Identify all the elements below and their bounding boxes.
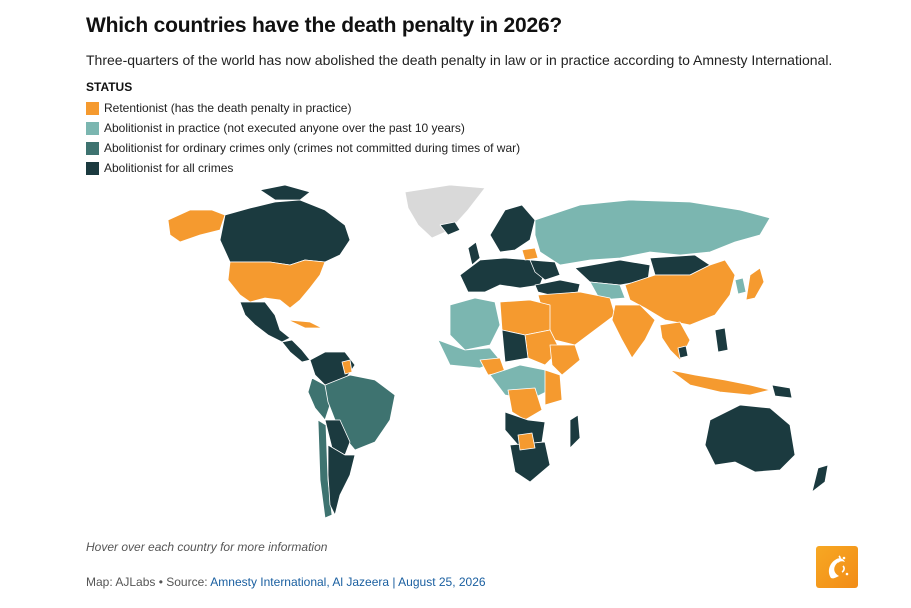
region-ukraine-balkans[interactable] (529, 259, 561, 281)
legend-heading: STATUS (86, 80, 133, 94)
region-indonesia[interactable] (669, 369, 771, 396)
region-alaska[interactable] (167, 209, 226, 243)
region-mexico[interactable] (239, 301, 291, 343)
world-map (167, 184, 829, 519)
legend-swatch-retentionist (86, 101, 99, 115)
region-china[interactable] (624, 259, 736, 326)
hover-hint: Hover over each country for more informa… (86, 540, 328, 554)
region-uk[interactable] (467, 241, 481, 266)
legend-label-abolitionist-all: Abolitionist for all crimes (104, 161, 234, 175)
legend-swatch-abolitionist-ordinary (86, 141, 99, 155)
region-canada-islands[interactable] (259, 184, 311, 201)
legend-swatch-abolitionist-practice (86, 121, 99, 135)
legend-label-abolitionist-ordinary: Abolitionist for ordinary crimes only (c… (104, 141, 521, 155)
region-drc[interactable] (507, 387, 543, 421)
legend-swatch-abolitionist-all (86, 161, 99, 175)
region-korea[interactable] (734, 277, 747, 295)
legend-item-retentionist: Retentionist (has the death penalty in p… (86, 98, 520, 118)
al-jazeera-logo-icon[interactable] (816, 546, 858, 588)
region-madagascar[interactable] (569, 414, 581, 449)
region-east-africa[interactable] (544, 369, 563, 406)
legend-item-abolitionist-ordinary: Abolitionist for ordinary crimes only (c… (86, 138, 520, 158)
region-botswana[interactable] (517, 432, 536, 451)
region-horn-of-africa[interactable] (549, 344, 581, 376)
region-new-zealand[interactable] (811, 464, 829, 493)
region-india[interactable] (611, 304, 656, 359)
region-papua-new-guinea[interactable] (771, 384, 793, 399)
region-japan[interactable] (745, 267, 765, 301)
region-iceland[interactable] (439, 221, 461, 236)
legend-item-abolitionist-practice: Abolitionist in practice (not executed a… (86, 118, 520, 138)
legend-label-abolitionist-practice: Abolitionist in practice (not executed a… (104, 121, 465, 135)
region-scandinavia[interactable] (489, 204, 536, 253)
source-prefix: Map: AJLabs • Source: (86, 575, 211, 589)
source-line: Map: AJLabs • Source: Amnesty Internatio… (86, 575, 486, 589)
source-link[interactable]: Amnesty International, Al Jazeera | Augu… (210, 575, 486, 589)
region-belarus[interactable] (521, 247, 539, 261)
region-libya-egypt[interactable] (499, 299, 551, 336)
region-australia[interactable] (704, 404, 796, 473)
region-usa[interactable] (227, 259, 326, 309)
region-canada[interactable] (219, 199, 351, 266)
region-chad[interactable] (501, 329, 529, 363)
legend-label-retentionist: Retentionist (has the death penalty in p… (104, 101, 352, 115)
page-subtitle: Three-quarters of the world has now abol… (86, 52, 833, 68)
region-north-africa-west[interactable] (449, 297, 501, 351)
region-cambodia[interactable] (677, 345, 689, 359)
region-bolivia-paraguay[interactable] (324, 419, 351, 456)
region-russia[interactable] (534, 199, 771, 266)
region-caribbean[interactable] (287, 319, 323, 329)
region-chile[interactable] (317, 419, 333, 519)
legend: STATUS Retentionist (has the death penal… (86, 80, 520, 178)
region-southern-africa[interactable] (509, 441, 551, 483)
legend-item-abolitionist-all: Abolitionist for all crimes (86, 158, 520, 178)
region-guiana-retentionist[interactable] (341, 359, 353, 375)
region-central-america[interactable] (281, 339, 311, 363)
region-argentina[interactable] (327, 444, 356, 516)
region-philippines[interactable] (714, 327, 729, 353)
page-title: Which countries have the death penalty i… (86, 14, 563, 37)
